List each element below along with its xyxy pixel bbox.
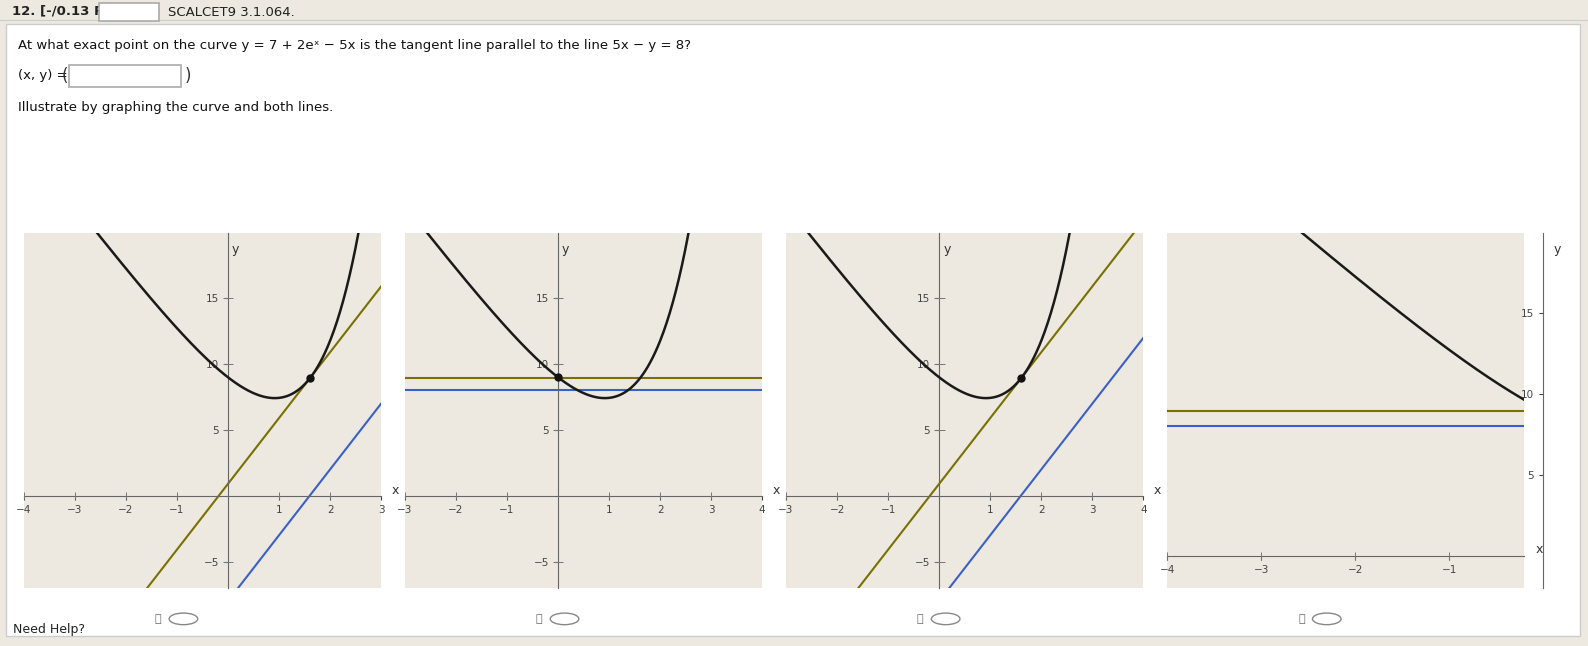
Text: x: x xyxy=(1536,543,1542,556)
Text: ⓘ: ⓘ xyxy=(535,614,543,624)
FancyBboxPatch shape xyxy=(98,3,159,21)
Text: y: y xyxy=(232,244,240,256)
Text: SCALCET9 3.1.064.: SCALCET9 3.1.064. xyxy=(168,6,295,19)
Text: Need Help?: Need Help? xyxy=(13,623,84,636)
Text: (: ( xyxy=(62,67,68,85)
Text: ⓘ: ⓘ xyxy=(154,614,162,624)
FancyBboxPatch shape xyxy=(68,65,181,87)
Text: Illustrate by graphing the curve and both lines.: Illustrate by graphing the curve and bot… xyxy=(17,101,333,114)
Text: (x, y) =: (x, y) = xyxy=(17,70,68,83)
Text: x: x xyxy=(392,484,399,497)
Text: y: y xyxy=(1553,243,1561,256)
Text: ⓘ: ⓘ xyxy=(1297,614,1305,624)
Text: y: y xyxy=(943,244,951,256)
Text: Read It: Read It xyxy=(111,625,152,635)
Text: x: x xyxy=(773,484,780,497)
Text: y: y xyxy=(562,244,570,256)
Text: ): ) xyxy=(184,67,192,85)
FancyBboxPatch shape xyxy=(6,24,1580,636)
Text: 12. [-/0.13 Points]: 12. [-/0.13 Points] xyxy=(13,5,148,17)
Text: ⓘ: ⓘ xyxy=(916,614,924,624)
Text: DETAILS: DETAILS xyxy=(102,6,156,19)
Text: x: x xyxy=(1154,484,1161,497)
Text: At what exact point on the curve y = 7 + 2eˣ − 5x is the tangent line parallel t: At what exact point on the curve y = 7 +… xyxy=(17,39,691,52)
